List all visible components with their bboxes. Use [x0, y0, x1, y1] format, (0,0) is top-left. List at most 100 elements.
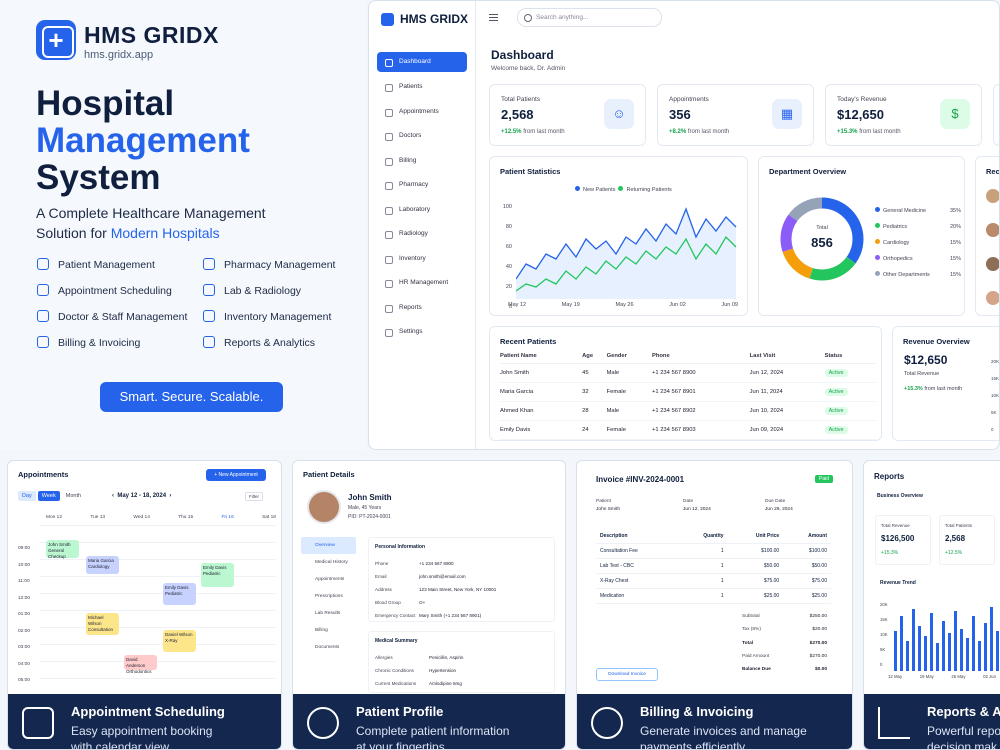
- stat-change: +8.2% from last month: [669, 129, 730, 135]
- tab-appointments[interactable]: Appointments: [315, 577, 345, 582]
- dollar-icon: $: [940, 99, 970, 129]
- sidebar-item-inventory[interactable]: Inventory: [377, 249, 467, 269]
- tab-documents[interactable]: Documents: [315, 645, 340, 650]
- donut-center-value: 856: [811, 235, 833, 250]
- chart-bar: [972, 616, 975, 671]
- appointments-panel: Appointments + New Appointment Day Week …: [7, 460, 282, 750]
- trend-y-axis: 20K 15K 10K 5K 0: [880, 602, 888, 667]
- panel-title: Reports: [874, 472, 905, 481]
- patient-line-chart: [516, 207, 737, 299]
- search-input[interactable]: Search anything...: [517, 8, 662, 27]
- sidebar-item-billing[interactable]: Billing: [377, 151, 467, 171]
- view-month[interactable]: Month: [65, 493, 82, 499]
- footer-subtitle: Powerful repo decision mak: [927, 724, 1000, 750]
- card-title: Rece: [986, 167, 1000, 176]
- table-row[interactable]: Emily Davis 24 Female +1 234 567 8903 Jun 09…: [500, 420, 876, 440]
- feature-item: Pharmacy Management: [203, 258, 335, 271]
- users-icon: ☺: [604, 99, 634, 129]
- chart-bar: [900, 616, 903, 671]
- patient-name: John Smith: [348, 493, 392, 502]
- medical-summary-card: Medical Summary Allergies Chronic Conditi…: [368, 631, 555, 693]
- view-day[interactable]: Day: [18, 491, 36, 501]
- tab-billing[interactable]: Billing: [315, 628, 328, 633]
- recent-patients-card: Recent Patients Patient Name Age Gender Pho…: [489, 326, 882, 441]
- invoice-meta: Patient John Smith: [596, 499, 620, 512]
- calendar-event[interactable]: John Smith General Checkup: [46, 540, 79, 559]
- sidebar-item-laboratory[interactable]: Laboratory: [377, 200, 467, 220]
- card-title: Revenue Overview: [903, 337, 970, 346]
- lab-icon: [203, 284, 215, 296]
- table-row[interactable]: John Smith 45 Male +1 234 567 8900 Jun 12, 2…: [500, 363, 876, 383]
- footer-title: Patient Profile: [356, 704, 444, 719]
- stat-change: +12.5% from last month: [501, 129, 565, 135]
- feature-item: Appointment Scheduling: [37, 284, 172, 297]
- chart-bar: [990, 607, 993, 671]
- department-legend: General Medicine 35% Pediatrics 20% Cardio…: [875, 203, 961, 283]
- status-badge: Active: [824, 407, 848, 415]
- footer-title: Reports & A: [927, 704, 1000, 719]
- calendar-event[interactable]: Maria Garcia Cardiology: [86, 556, 119, 574]
- sidebar-item-pharmacy[interactable]: Pharmacy: [377, 175, 467, 195]
- calendar-event[interactable]: Emily Davis Pediatric: [201, 563, 234, 587]
- tagline-button[interactable]: Smart. Secure. Scalable.: [100, 382, 283, 412]
- chart-bar: [930, 613, 933, 671]
- invoice-meta: Date Jun 12, 2024: [683, 499, 711, 512]
- feature-footer: Patient Profile Complete patient informa…: [293, 694, 565, 749]
- totals-values: $250.00 $20.00 $270.00 $270.00 $0.00: [809, 614, 827, 673]
- menu-icon[interactable]: [489, 14, 498, 21]
- calendar-icon: [22, 707, 54, 739]
- stat-label: Today's Revenue: [837, 96, 887, 103]
- chart-bar: [996, 631, 999, 671]
- filter-button[interactable]: Filter: [245, 492, 263, 501]
- footer-subtitle: Easy appointment booking with calendar vi…: [71, 724, 213, 750]
- chevron-right-icon[interactable]: ›: [169, 493, 172, 499]
- calendar-event[interactable]: Daniel Wilson X-Ray: [163, 630, 196, 652]
- revenue-overview-card: Revenue Overview $12,650 Total Revenue +…: [892, 326, 999, 441]
- chevron-left-icon[interactable]: ‹: [112, 493, 114, 499]
- view-switch: Day Week Month: [18, 491, 85, 501]
- stat-value: 2,568: [501, 107, 534, 122]
- sidebar-item-dashboard[interactable]: Dashboard: [377, 52, 467, 72]
- invoice-panel: Invoice #INV-2024-0001 Paid Patient John …: [576, 460, 853, 750]
- patient-meta: Male, 45 Years: [348, 505, 382, 511]
- sidebar-item-radiology[interactable]: Radiology: [377, 224, 467, 244]
- card-title: Patient Statistics: [500, 167, 561, 176]
- date-range: ‹ May 12 - 18, 2024 ›: [112, 493, 172, 499]
- tab-prescriptions[interactable]: Prescriptions: [315, 594, 343, 599]
- calendar-event[interactable]: Michael Wilson Consultation: [86, 613, 119, 635]
- personal-labels: Phone Email Address Blood Group Emergency Co…: [375, 561, 416, 618]
- sidebar-item-hr[interactable]: HR Management: [377, 273, 467, 293]
- tab-lab-results[interactable]: Lab Results: [315, 611, 341, 616]
- stat-change: +15.3% from last month: [837, 129, 901, 135]
- tab-medical-history[interactable]: Medical History: [315, 560, 348, 565]
- sidebar-item-patients[interactable]: Patients: [377, 77, 467, 97]
- sidebar-item-appointments[interactable]: Appointments: [377, 102, 467, 122]
- chart-bar: [942, 621, 945, 671]
- brand-url: hms.gridx.app: [84, 49, 154, 61]
- table-row[interactable]: Maria Garcia 32 Female +1 234 567 8901 Jun 1…: [500, 382, 876, 402]
- dashboard-window: HMS GRIDX Dashboard Patients Appointment…: [368, 0, 1000, 450]
- avatar: [986, 291, 999, 305]
- table-row[interactable]: Ahmed Khan 28 Male +1 234 567 8902 Jun 10, 2…: [500, 401, 876, 421]
- new-appointment-button[interactable]: + New Appointment: [206, 469, 266, 481]
- chart-bar: [906, 641, 909, 671]
- feature-footer: Reports & A Powerful repo decision mak: [864, 694, 1000, 749]
- calendar-event[interactable]: David Anderson Orthodontics: [124, 655, 157, 674]
- chart-bar: [894, 631, 897, 671]
- sidebar-item-settings[interactable]: Settings: [377, 322, 467, 342]
- calendar-times: 09:00 10:00 11:00 12:00 01:00 02:00 03:00 04:00…: [18, 546, 31, 683]
- tab-overview[interactable]: Overview: [301, 537, 356, 554]
- sidebar-item-reports[interactable]: Reports: [377, 298, 467, 318]
- legend: New Patients Returning Patients: [575, 186, 672, 193]
- feature-footer: Appointment Scheduling Easy appointment …: [8, 694, 281, 749]
- title-line: Hospital: [36, 84, 175, 123]
- welcome-text: Welcome back, Dr. Admin: [491, 65, 566, 72]
- sidebar-item-doctors[interactable]: Doctors: [377, 126, 467, 146]
- calendar-event[interactable]: Emily Davis Pediatric: [163, 583, 196, 605]
- view-week[interactable]: Week: [37, 491, 60, 501]
- download-invoice-button[interactable]: Download Invoice: [596, 668, 658, 681]
- table-row: Consultation Fee 1 $100.00 $100.00: [596, 543, 831, 559]
- calendar-days: Mon 12 Tue 13 Wed 14 Thu 15 Fri 16 Sat 18: [46, 515, 276, 520]
- chart-bar: [966, 638, 969, 671]
- feature-item: Inventory Management: [203, 310, 331, 323]
